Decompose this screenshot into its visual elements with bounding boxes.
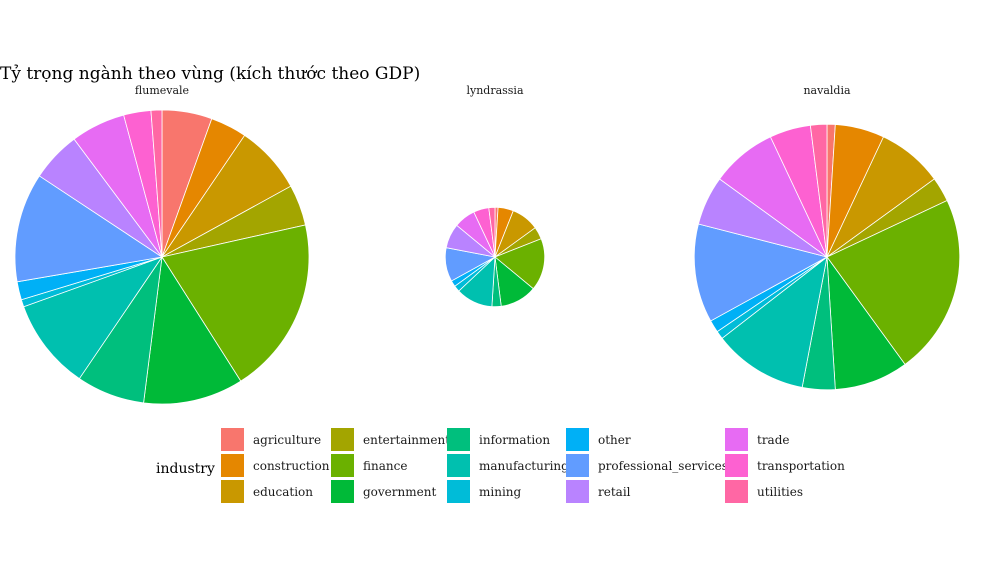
legend-key-finance [331,454,354,477]
slice-flumevale-finance [161,224,310,382]
legend-label-construction: construction [253,459,330,473]
legend-label-finance: finance [363,459,407,473]
legend-key-utilities [725,480,748,503]
legend-key-other [566,428,589,451]
slice-flumevale-manufacturing [23,256,164,380]
legend-label-other: other [598,433,631,447]
legend-key-education [221,480,244,503]
legend-key-trade [725,428,748,451]
facet-flumevale: flumevale [14,84,310,405]
legend-label-retail: retail [598,485,631,499]
facet-navaldia: navaldia [693,84,961,391]
legend-key-government [331,480,354,503]
legend-label-trade: trade [757,433,790,447]
legend-label-entertainment: entertainment [363,433,450,447]
slice-navaldia-professional_services [693,223,829,322]
facet-label-navaldia: navaldia [803,84,850,97]
legend-key-information [447,428,470,451]
legend-label-education: education [253,485,313,499]
legend-key-agriculture [221,428,244,451]
legend-title: industry [156,461,215,477]
legend-key-mining [447,480,470,503]
legend-label-mining: mining [479,485,522,499]
slice-navaldia-finance [826,199,961,365]
legend-label-professional_services: professional_services [598,459,728,473]
legend-key-transportation [725,454,748,477]
legend-label-government: government [363,485,436,499]
facet-panels: flumevale lyndrassia navaldia [14,84,961,405]
facet-label-lyndrassia: lyndrassia [466,84,523,97]
legend-label-information: information [479,433,550,447]
legend-label-transportation: transportation [757,459,845,473]
slice-lyndrassia-utilities [488,206,496,258]
legend-key-professional_services [566,454,589,477]
legend: industry agriculture construction educatio… [156,428,845,503]
slice-flumevale-government [143,255,242,405]
legend-label-agriculture: agriculture [253,433,321,447]
slice-navaldia-manufacturing [721,256,828,388]
slice-navaldia-utilities [809,123,828,258]
legend-key-construction [221,454,244,477]
legend-key-entertainment [331,428,354,451]
legend-label-utilities: utilities [757,485,803,499]
slice-flumevale-utilities [150,109,163,258]
legend-key-manufacturing [447,454,470,477]
facet-label-flumevale: flumevale [135,84,189,97]
chart-title: Tỷ trọng ngành theo vùng (kích thước the… [0,64,420,84]
legend-label-manufacturing: manufacturing [479,459,569,473]
slice-flumevale-professional_services [14,175,164,283]
facet-lyndrassia: lyndrassia [444,84,546,308]
slice-lyndrassia-finance [494,238,546,290]
legend-key-retail [566,480,589,503]
